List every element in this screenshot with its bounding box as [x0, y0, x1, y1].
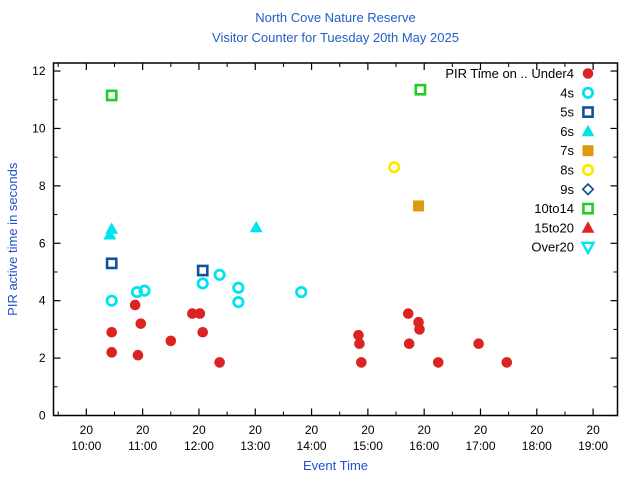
x-tick-time: 16:00 — [409, 439, 439, 453]
data-point-6s — [105, 222, 119, 234]
y-axis-label: PIR active time in seconds — [5, 162, 20, 316]
data-point-4s — [130, 285, 144, 299]
data-point-Under4 — [135, 318, 147, 329]
data-point-Under4 — [197, 326, 209, 338]
x-tick-time: 19:00 — [578, 439, 608, 453]
legend-marker-15to20 — [581, 221, 595, 233]
data-point-Under4 — [501, 357, 513, 368]
data-point-Under4 — [214, 357, 225, 368]
chart-title: North Cove Nature Reserve Visitor Counte… — [31, 8, 640, 48]
data-point-Under4 — [473, 338, 484, 350]
x-tick-time: 11:00 — [128, 439, 157, 453]
data-point-Under4 — [414, 324, 425, 335]
data-point-Under4 — [432, 357, 444, 368]
x-tick-time: 12:00 — [184, 439, 214, 453]
legend-label-7s: 7s — [560, 143, 574, 158]
data-point-4s — [196, 277, 209, 290]
x-tick-time: 10:00 — [71, 439, 101, 453]
data-point-4s — [232, 281, 245, 294]
legend-marker-8s — [581, 163, 595, 177]
data-point-5s — [105, 257, 118, 270]
legend-label-Over20: Over20 — [531, 240, 574, 255]
data-point-4s — [213, 268, 226, 281]
x-tick-day: 20 — [530, 423, 544, 437]
x-tick-day: 20 — [586, 423, 600, 437]
legend-label-8s: 8s — [560, 163, 574, 178]
data-point-10to14 — [414, 83, 427, 96]
x-axis-label: Event Time — [303, 458, 368, 473]
data-point-Under4 — [165, 335, 177, 347]
y-tick-label: 4 — [39, 294, 46, 308]
legend-marker-5s — [582, 106, 594, 118]
y-tick-label: 6 — [39, 236, 46, 250]
legend-label-4s: 4s — [560, 85, 574, 100]
x-tick-time: 18:00 — [522, 439, 552, 453]
y-tick-label: 12 — [32, 64, 46, 78]
x-tick-day: 20 — [361, 423, 375, 437]
y-tick-label: 8 — [39, 179, 46, 193]
chart-title-line1: North Cove Nature Reserve — [255, 10, 416, 25]
x-tick-day: 20 — [136, 423, 150, 437]
x-tick-time: 13:00 — [240, 439, 270, 453]
data-point-Under4 — [353, 329, 364, 341]
data-point-4s — [105, 294, 118, 307]
data-point-Under4 — [106, 347, 117, 358]
data-point-7s — [413, 200, 425, 212]
legend-marker-10to14 — [582, 202, 594, 215]
data-point-Under4 — [194, 308, 206, 319]
x-tick-day: 20 — [474, 423, 488, 437]
legend-label-Under4: PIR Time on .. Under4 — [445, 66, 574, 81]
y-tick-label: 10 — [32, 121, 46, 135]
data-point-Under4 — [403, 338, 415, 350]
y-tick-label: 0 — [39, 409, 46, 423]
legend-marker-6s — [581, 124, 595, 137]
x-tick-day: 20 — [249, 423, 263, 437]
x-tick-day: 20 — [305, 423, 319, 437]
legend-marker-9s — [581, 182, 595, 196]
x-tick-time: 17:00 — [465, 439, 495, 453]
legend-marker-Under4 — [582, 68, 594, 79]
y-tick-label: 2 — [39, 351, 46, 365]
data-point-Under4 — [129, 299, 141, 311]
x-tick-day: 20 — [80, 423, 94, 437]
data-point-Under4 — [356, 357, 367, 368]
data-point-Under4 — [106, 326, 117, 338]
data-point-Under4 — [187, 308, 198, 319]
data-point-4s — [295, 285, 308, 299]
data-point-5s — [196, 264, 209, 277]
x-tick-time: 14:00 — [297, 439, 327, 453]
legend-marker-4s — [581, 86, 595, 99]
x-tick-time: 15:00 — [353, 439, 383, 453]
legend-label-10to14: 10to14 — [534, 201, 574, 216]
legend-marker-Over20 — [580, 241, 596, 256]
legend-label-5s: 5s — [560, 105, 574, 120]
data-point-4s — [232, 296, 245, 309]
data-point-8s — [388, 161, 401, 174]
x-tick-day: 20 — [418, 423, 432, 437]
data-point-4s — [138, 284, 151, 297]
data-point-Under4 — [132, 349, 144, 361]
plot-border — [52, 62, 619, 417]
legend-label-9s: 9s — [560, 182, 574, 197]
x-tick-day: 20 — [192, 423, 206, 437]
data-point-Under4 — [402, 308, 414, 319]
legend-label-15to20: 15to20 — [534, 220, 574, 235]
chart-title-line2: Visitor Counter for Tuesday 20th May 202… — [212, 30, 459, 45]
legend-marker-7s — [582, 145, 594, 157]
data-point-6s — [249, 220, 263, 233]
data-point-6s — [103, 228, 117, 240]
legend-label-6s: 6s — [560, 124, 574, 139]
data-point-Under4 — [354, 338, 365, 350]
data-point-10to14 — [105, 89, 118, 102]
